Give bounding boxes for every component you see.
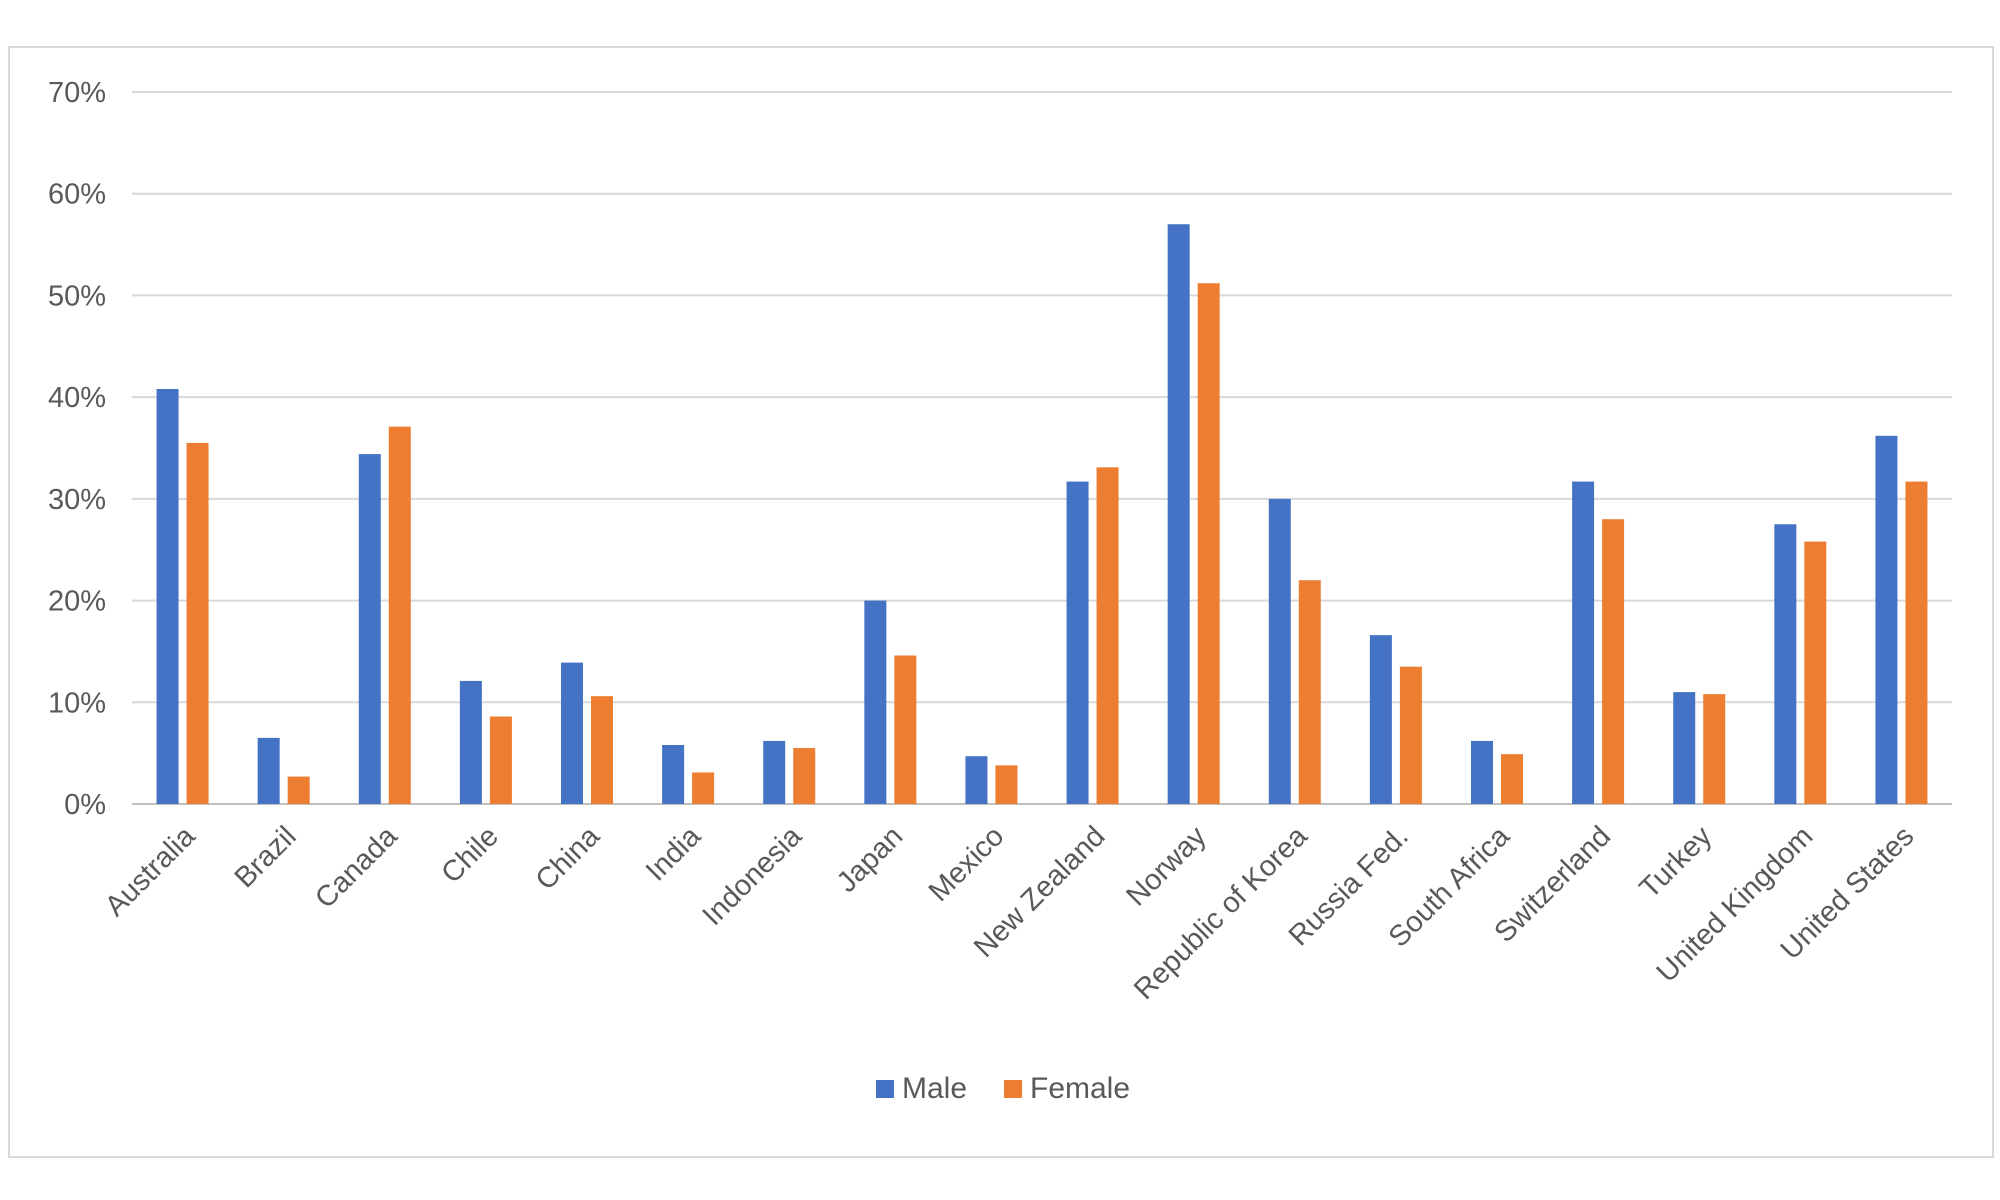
bar-female-united-kingdom: [1804, 541, 1827, 804]
bar-female-turkey: [1703, 694, 1726, 804]
bar-male-united-states: [1875, 435, 1898, 804]
bar-chart: 0%10%20%30%40%50%60%70% Australia Brazil C…: [48, 77, 1952, 1105]
bar-female-united-states: [1905, 481, 1928, 804]
bar-male-japan: [864, 600, 887, 804]
bar-male-china: [561, 662, 583, 804]
bar-male-canada: [358, 454, 381, 804]
bar-male-chile: [459, 680, 482, 804]
bar-male-new-zealand: [1066, 481, 1089, 804]
bar-female-china: [591, 696, 613, 804]
x-axis-tick-labels: Australia Brazil Canada Chile China IndiaIndo…: [99, 820, 1920, 1006]
x-tick-label: India: [640, 820, 708, 888]
bar-female-india: [692, 772, 715, 804]
x-tick-label: Japan: [831, 820, 909, 898]
bar-male-turkey: [1673, 692, 1696, 804]
x-tick-label: Republic of Korea: [1128, 820, 1314, 1006]
bar-female-switzerland: [1602, 519, 1625, 804]
y-tick-label: 30%: [48, 484, 106, 516]
y-tick-label: 40%: [48, 382, 106, 414]
y-tick-label: 50%: [48, 280, 106, 312]
bar-female-republic-of-korea: [1298, 580, 1321, 804]
x-tick-label: Chile: [435, 820, 504, 889]
legend-swatch-male: [876, 1080, 894, 1098]
bar-female-chile: [489, 716, 512, 804]
chart-frame: 0% 10% 20% 30% 40% 50% 60% 70% Australia Brazil C…: [8, 46, 1994, 1158]
bar-female-indonesia: [793, 748, 816, 804]
bar-female-australia: [186, 442, 209, 804]
y-tick-label: 60%: [48, 179, 106, 211]
bar-male-indonesia: [763, 740, 786, 804]
bar-female-norway: [1197, 283, 1220, 804]
bar-male-norway: [1167, 224, 1190, 804]
bar-male-mexico: [965, 756, 988, 804]
bar-female-south-africa: [1501, 754, 1523, 804]
x-tick-label: Australia: [99, 820, 202, 923]
bars: [156, 224, 1928, 804]
legend-label-male: Male: [902, 1072, 967, 1105]
bar-female-brazil: [287, 776, 310, 804]
x-tick-label: Turkey: [1634, 820, 1719, 905]
legend-label-female: Female: [1030, 1072, 1130, 1105]
x-tick-label: Brazil: [229, 820, 303, 894]
bar-female-canada: [388, 426, 411, 804]
bar-female-russia-fed-: [1399, 666, 1422, 804]
legend: Male Female: [876, 1072, 1130, 1105]
y-tick-label: 70%: [48, 77, 106, 109]
y-tick-label: 0%: [64, 789, 106, 821]
x-tick-label: Indonesia: [697, 820, 809, 932]
y-axis-tick-labels: 0% 10% 20% 30% 40% 50% 60% 70%: [48, 77, 106, 821]
bar-male-india: [662, 745, 685, 804]
bar-female-japan: [894, 655, 917, 804]
bar-male-russia-fed-: [1369, 635, 1392, 804]
gridlines: [132, 91, 1952, 805]
x-tick-label: Norway: [1120, 820, 1212, 912]
bar-male-brazil: [257, 737, 280, 804]
bar-male-australia: [156, 389, 179, 804]
bar-male-united-kingdom: [1774, 524, 1797, 804]
bar-female-new-zealand: [1096, 467, 1119, 804]
x-tick-label: Mexico: [923, 820, 1011, 908]
legend-swatch-female: [1004, 1080, 1022, 1098]
y-tick-label: 10%: [48, 687, 106, 719]
bar-male-switzerland: [1572, 481, 1595, 804]
bar-male-republic-of-korea: [1268, 498, 1291, 804]
x-tick-label: Canada: [309, 820, 404, 915]
bar-male-south-africa: [1471, 740, 1493, 804]
x-tick-label: China: [530, 820, 607, 897]
bar-female-mexico: [995, 765, 1018, 804]
y-tick-label: 20%: [48, 586, 106, 618]
